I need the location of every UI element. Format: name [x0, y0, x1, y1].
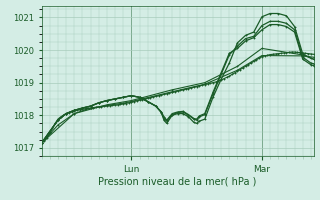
X-axis label: Pression niveau de la mer( hPa ): Pression niveau de la mer( hPa ) [99, 177, 257, 187]
